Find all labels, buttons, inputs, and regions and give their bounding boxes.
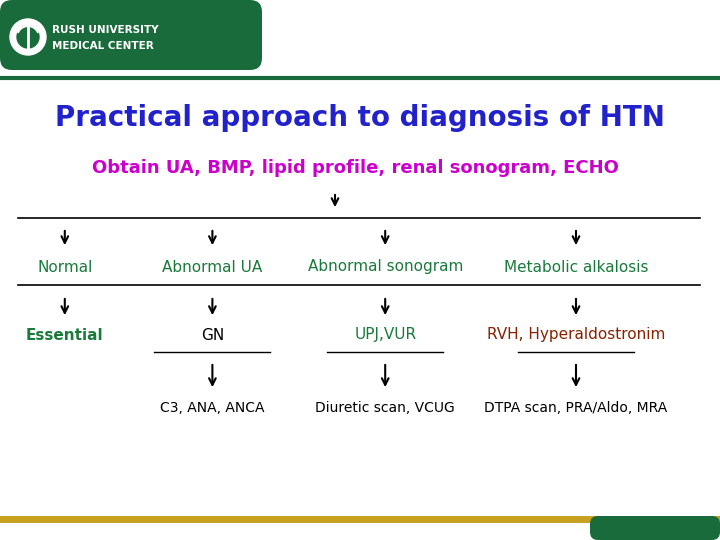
Text: Essential: Essential (26, 327, 104, 342)
Text: Practical approach to diagnosis of HTN: Practical approach to diagnosis of HTN (55, 104, 665, 132)
FancyBboxPatch shape (0, 0, 262, 70)
Circle shape (10, 19, 46, 55)
Text: Obtain UA, BMP, lipid profile, renal sonogram, ECHO: Obtain UA, BMP, lipid profile, renal son… (91, 159, 618, 177)
Circle shape (17, 26, 39, 48)
Text: RVH, Hyperaldostronim: RVH, Hyperaldostronim (487, 327, 665, 342)
Text: C3, ANA, ANCA: C3, ANA, ANCA (160, 401, 265, 415)
Text: UPJ,VUR: UPJ,VUR (354, 327, 416, 342)
Text: MEDICAL CENTER: MEDICAL CENTER (52, 41, 154, 51)
Text: RUSH UNIVERSITY: RUSH UNIVERSITY (52, 25, 158, 35)
FancyBboxPatch shape (590, 516, 720, 540)
Text: Normal: Normal (37, 260, 92, 274)
Text: Abnormal UA: Abnormal UA (162, 260, 263, 274)
Text: Metabolic alkalosis: Metabolic alkalosis (504, 260, 648, 274)
Text: Abnormal sonogram: Abnormal sonogram (307, 260, 463, 274)
Text: GN: GN (201, 327, 224, 342)
Text: DTPA scan, PRA/Aldo, MRA: DTPA scan, PRA/Aldo, MRA (485, 401, 667, 415)
Text: Diuretic scan, VCUG: Diuretic scan, VCUG (315, 401, 455, 415)
